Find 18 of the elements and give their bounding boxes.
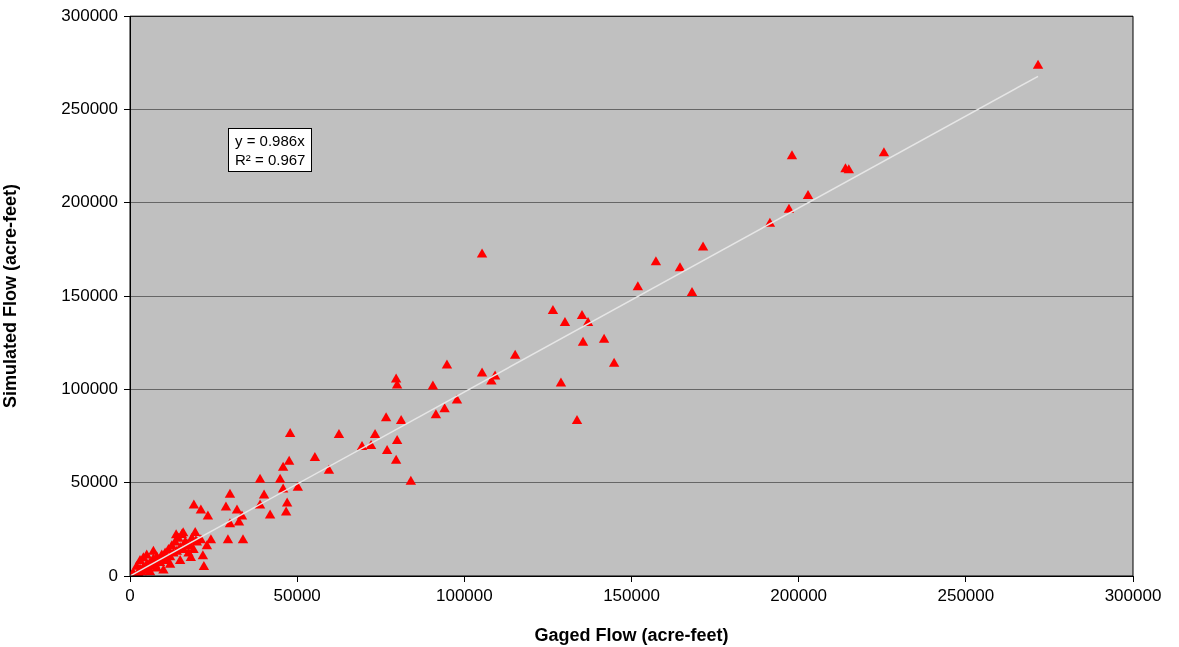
y-tick-label: 300000: [61, 5, 118, 25]
x-tick-label: 50000: [273, 585, 321, 605]
y-tick-label: 250000: [61, 99, 118, 119]
annotation: y = 0.986x: [235, 131, 306, 150]
x-tick-label: 0: [125, 585, 135, 605]
x-tick-label: 150000: [603, 585, 660, 605]
x-tick-label: 300000: [1104, 585, 1162, 605]
y-axis-title: Simulated Flow (acre-feet): [0, 184, 20, 409]
y-tick-label: 0: [108, 565, 118, 585]
y-tick-label: 100000: [61, 379, 118, 399]
y-tick-label: 200000: [61, 192, 118, 212]
x-tick-label: 250000: [937, 585, 995, 605]
x-axis-title: Gaged Flow (acre-feet): [534, 625, 729, 646]
annotation: R² = 0.967: [235, 150, 306, 169]
y-tick-label: 50000: [70, 472, 118, 492]
x-tick-label: 200000: [770, 585, 828, 605]
x-tick-label: 100000: [435, 585, 493, 605]
y-tick-label: 150000: [61, 285, 118, 305]
